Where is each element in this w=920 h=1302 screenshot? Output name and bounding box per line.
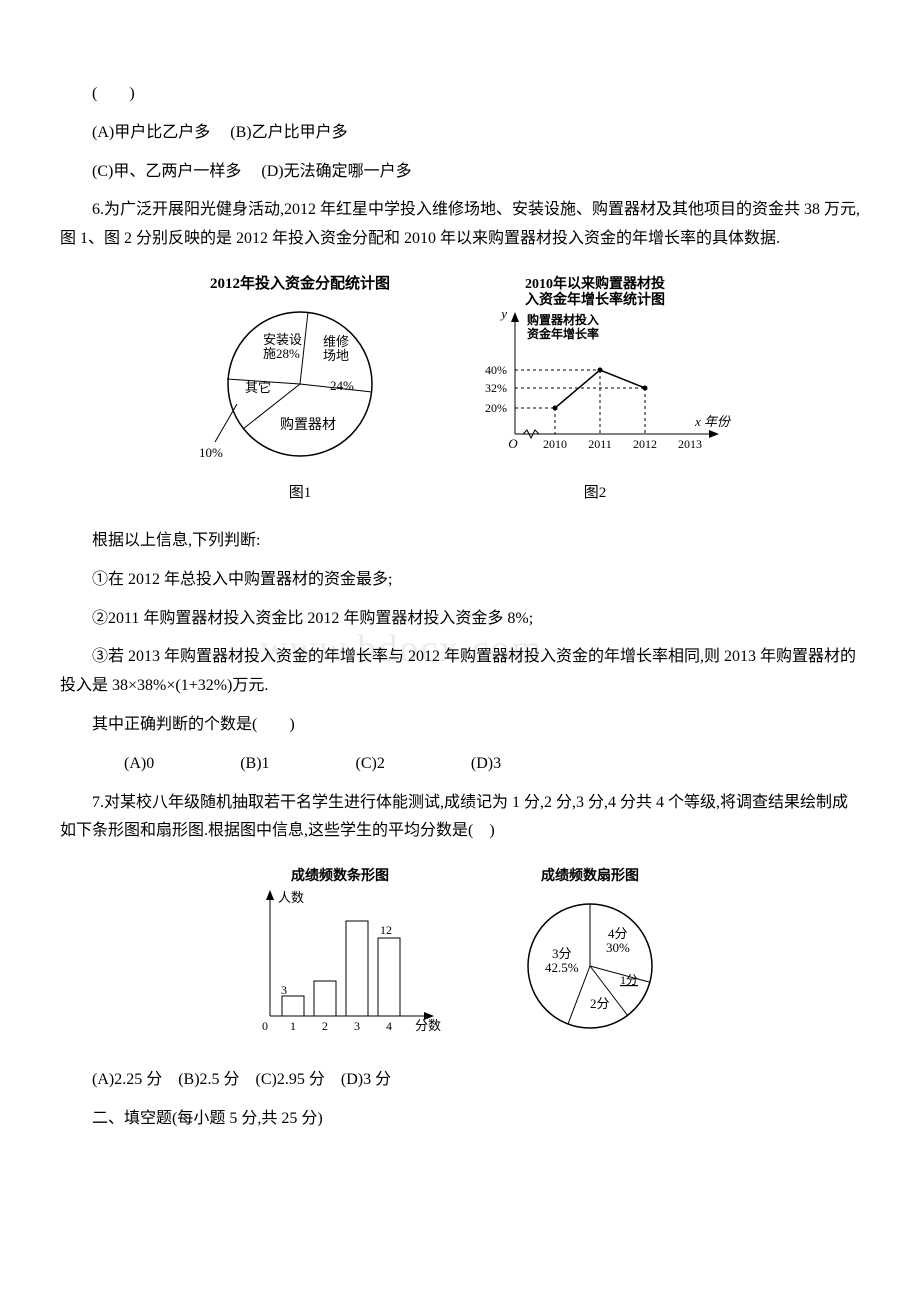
q6-s2: ②2011 年购置器材投入资金比 2012 年购置器材投入资金多 8%; bbox=[60, 605, 860, 634]
q6-line2: 根据以上信息,下列判断: bbox=[60, 527, 860, 556]
bar-2 bbox=[314, 981, 336, 1016]
q6-opt-c: (C)2 bbox=[324, 750, 385, 779]
q6-s3: ③若 2013 年购置器材投入资金的年增长率与 2012 年购置器材投入资金的年… bbox=[60, 643, 860, 701]
bar-yarrow bbox=[266, 890, 274, 900]
bar-1 bbox=[282, 996, 304, 1016]
pie-div2 bbox=[300, 312, 308, 384]
q7-pie-title: 成绩频数扇形图 bbox=[541, 867, 639, 884]
q6-opt-a: (A)0 bbox=[92, 750, 154, 779]
q6-figure-row: 2012年投入资金分配统计图 安装设施28% 维修场地 24% 其它 购置器材 … bbox=[60, 274, 860, 507]
pie-label-anzhang: 安装设施28% bbox=[263, 332, 302, 361]
q6-figure1: 2012年投入资金分配统计图 安装设施28% 维修场地 24% 其它 购置器材 … bbox=[185, 274, 415, 507]
ytick-20: 20% bbox=[485, 401, 507, 415]
q6-opt-b: (B)1 bbox=[208, 750, 269, 779]
q6-options: (A)0 (B)1 (C)2 (D)3 bbox=[60, 750, 860, 779]
q7-pie-2: 2分 bbox=[590, 996, 610, 1011]
ytick-40: 40% bbox=[485, 363, 507, 377]
bar-val-3: 3 bbox=[281, 983, 287, 997]
q7-figure-row: 成绩频数条形图 人数 3 12 0 1 2 3 4 分数 成绩频数扇形图 bbox=[60, 866, 860, 1046]
y-legend1: 购置器材投入 bbox=[527, 312, 599, 327]
q7-pie-svg: 成绩频数扇形图 3分42.5% 4分30% 1分 2分 bbox=[490, 866, 690, 1046]
pie-leader bbox=[215, 404, 237, 442]
x-axis-label: x 年份 bbox=[694, 414, 732, 429]
q6-line-svg: 2010年以来购置器材投 入资金年增长率统计图 y 购置器材投入 资金年增长率 … bbox=[455, 274, 735, 474]
q5-options-cd: (C)甲、乙两户一样多 (D)无法确定哪一户多 bbox=[60, 158, 860, 187]
bar-val-12: 12 bbox=[380, 923, 392, 937]
q7-pie-3: 3分42.5% bbox=[545, 946, 579, 975]
q7-bar-title: 成绩频数条形图 bbox=[291, 867, 389, 884]
pie-label-weixiu-pct: 24% bbox=[330, 378, 354, 393]
y-axis-label: y bbox=[499, 306, 507, 321]
y-arrow bbox=[511, 312, 519, 322]
bar-x4: 4 bbox=[386, 1019, 392, 1033]
q7-stem: 7.对某校八年级随机抽取若干名学生进行体能测试,成绩记为 1 分,2 分,3 分… bbox=[60, 789, 860, 847]
xtick-2012: 2012 bbox=[633, 437, 657, 451]
pie-label-10pct: 10% bbox=[199, 445, 223, 460]
q5-blank: ( ) bbox=[60, 80, 860, 109]
section-2-title: 二、填空题(每小题 5 分,共 25 分) bbox=[60, 1105, 860, 1134]
q6-pie-svg: 2012年投入资金分配统计图 安装设施28% 维修场地 24% 其它 购置器材 … bbox=[185, 274, 415, 474]
q6-fig1-caption: 图1 bbox=[289, 480, 312, 507]
q6-fig2-title2: 入资金年增长率统计图 bbox=[525, 291, 665, 308]
q7-options: (A)2.25 分 (B)2.5 分 (C)2.95 分 (D)3 分 bbox=[60, 1066, 860, 1095]
pie-label-qita: 其它 bbox=[245, 380, 271, 395]
q6-stem: 6.为广泛开展阳光健身活动,2012 年红星中学投入维修场地、安装设施、购置器材… bbox=[60, 196, 860, 254]
x-arrow bbox=[709, 430, 719, 438]
pt3 bbox=[643, 385, 648, 390]
q6-fig1-title-text: 2012年投入资金分配统计图 bbox=[210, 274, 390, 292]
q7-pie-1: 1分 bbox=[620, 973, 638, 987]
q6-opt-d: (D)3 bbox=[439, 750, 501, 779]
q7-pie-chart: 成绩频数扇形图 3分42.5% 4分30% 1分 2分 bbox=[490, 866, 690, 1046]
bar-3 bbox=[346, 921, 368, 1016]
q6-fig2-title1: 2010年以来购置器材投 bbox=[525, 275, 665, 292]
bar-ylabel: 人数 bbox=[278, 890, 304, 905]
origin: O bbox=[508, 436, 518, 451]
ytick-32: 32% bbox=[485, 381, 507, 395]
bar-x3: 3 bbox=[354, 1019, 360, 1033]
bar-4 bbox=[378, 938, 400, 1016]
y-legend2: 资金年增长率 bbox=[527, 326, 599, 341]
q7-bar-svg: 成绩频数条形图 人数 3 12 0 1 2 3 4 分数 bbox=[230, 866, 450, 1046]
q5-opt-b: (B)乙户比甲户多 bbox=[230, 124, 347, 141]
xtick-2013: 2013 bbox=[678, 437, 702, 451]
q6-tail: 其中正确判断的个数是( ) bbox=[60, 711, 860, 740]
bar-origin: 0 bbox=[262, 1019, 268, 1033]
pt1 bbox=[553, 405, 558, 410]
q5-opt-c: (C)甲、乙两户一样多 bbox=[92, 163, 241, 180]
q6-fig2-caption: 图2 bbox=[584, 480, 607, 507]
bar-x2: 2 bbox=[322, 1019, 328, 1033]
pie-label-gouzhi: 购置器材 bbox=[280, 417, 336, 433]
xtick-2011: 2011 bbox=[588, 437, 612, 451]
q6-s1: ①在 2012 年总投入中购置器材的资金最多; bbox=[60, 566, 860, 595]
q5-opt-a: (A)甲户比乙户多 bbox=[92, 124, 210, 141]
q5-opt-d: (D)无法确定哪一户多 bbox=[261, 163, 411, 180]
q7-bar-chart: 成绩频数条形图 人数 3 12 0 1 2 3 4 分数 bbox=[230, 866, 450, 1046]
q6-figure2: 2010年以来购置器材投 入资金年增长率统计图 y 购置器材投入 资金年增长率 … bbox=[455, 274, 735, 507]
q7-pie-4: 4分30% bbox=[606, 926, 630, 955]
bar-xlabel: 分数 bbox=[415, 1018, 441, 1033]
bar-x1: 1 bbox=[290, 1019, 296, 1033]
xtick-2010: 2010 bbox=[543, 437, 567, 451]
pie-label-weixiu: 维修场地 bbox=[323, 334, 349, 363]
pt2 bbox=[598, 367, 603, 372]
q5-options-ab: (A)甲户比乙户多 (B)乙户比甲户多 bbox=[60, 119, 860, 148]
